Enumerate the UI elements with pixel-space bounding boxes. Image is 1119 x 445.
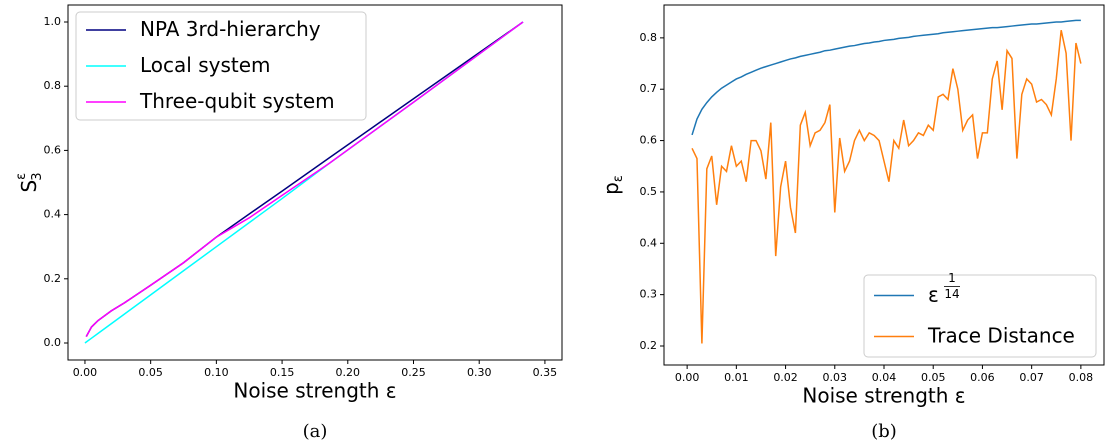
y-axis-label: pε	[599, 175, 626, 195]
x-tick-label: 0.06	[970, 371, 995, 384]
x-tick-label: 0.35	[533, 366, 558, 379]
series-line	[691, 30, 1082, 344]
y-tick-label: 0.0	[44, 336, 62, 349]
x-tick-label: 0.30	[467, 366, 492, 379]
y-tick-label: 0.6	[44, 143, 62, 156]
x-tick-label: 0.08	[1069, 371, 1094, 384]
legend-name: Local system	[140, 53, 271, 77]
caption: (b)	[871, 421, 897, 442]
x-tick-label: 0.00	[73, 366, 98, 379]
y-tick-label: 0.7	[640, 82, 658, 95]
legend-label: Local system	[140, 53, 271, 77]
x-tick-label: 0.00	[675, 371, 700, 384]
legend-sup-num: 1	[948, 271, 956, 285]
y-tick-label: 1.0	[44, 15, 62, 28]
x-tick-label: 0.10	[204, 366, 229, 379]
x-tick-label: 0.05	[138, 366, 163, 379]
plot-frame	[67, 4, 563, 361]
y-axis-label: Sε3	[14, 172, 45, 192]
legend-label: Three-qubit system	[139, 89, 335, 113]
y-label-sub: 3	[30, 172, 45, 180]
y-tick-label: 0.6	[640, 134, 658, 147]
y-tick-label: 0.8	[640, 31, 658, 44]
y-tick-label: 0.4	[44, 208, 62, 221]
series-line	[85, 21, 524, 337]
y-label-main: p	[599, 182, 623, 195]
legend-label: Trace Distance	[927, 323, 1075, 347]
legend-name: Trace Distance	[927, 323, 1075, 347]
x-axis-label: Noise strength ε	[233, 379, 396, 403]
legend-label: NPA 3rd-hierarchy	[140, 17, 321, 41]
y-tick-label: 0.2	[44, 272, 62, 285]
x-tick-label: 0.25	[401, 366, 426, 379]
x-tick-label: 0.05	[921, 371, 946, 384]
legend-sup-den: 14	[944, 287, 959, 301]
legend-name: NPA 3rd-hierarchy	[140, 17, 321, 41]
x-tick-label: 0.01	[724, 371, 749, 384]
x-tick-label: 0.02	[773, 371, 798, 384]
caption: (a)	[303, 421, 328, 442]
legend-label: ε	[928, 282, 939, 306]
x-tick-label: 0.20	[336, 366, 361, 379]
legend-box	[75, 11, 367, 121]
y-tick-label: 0.4	[640, 236, 658, 249]
y-tick-label: 0.8	[44, 79, 62, 92]
legend-name: ε	[928, 282, 939, 306]
x-tick-label: 0.07	[1019, 371, 1044, 384]
y-tick-label: 0.2	[640, 339, 658, 352]
legend-box	[863, 274, 1097, 358]
x-tick-label: 0.03	[823, 371, 848, 384]
series-line	[691, 19, 1081, 136]
y-label-sub: ε	[611, 175, 626, 182]
y-tick-label: 0.5	[640, 185, 658, 198]
y-tick-label: 0.3	[640, 288, 658, 301]
legend-name: Three-qubit system	[139, 89, 335, 113]
y-label-main: S	[17, 180, 41, 193]
y-label-sup: ε	[14, 173, 29, 180]
x-axis-label: Noise strength ε	[802, 384, 965, 408]
x-tick-label: 0.04	[872, 371, 897, 384]
x-tick-label: 0.15	[270, 366, 295, 379]
